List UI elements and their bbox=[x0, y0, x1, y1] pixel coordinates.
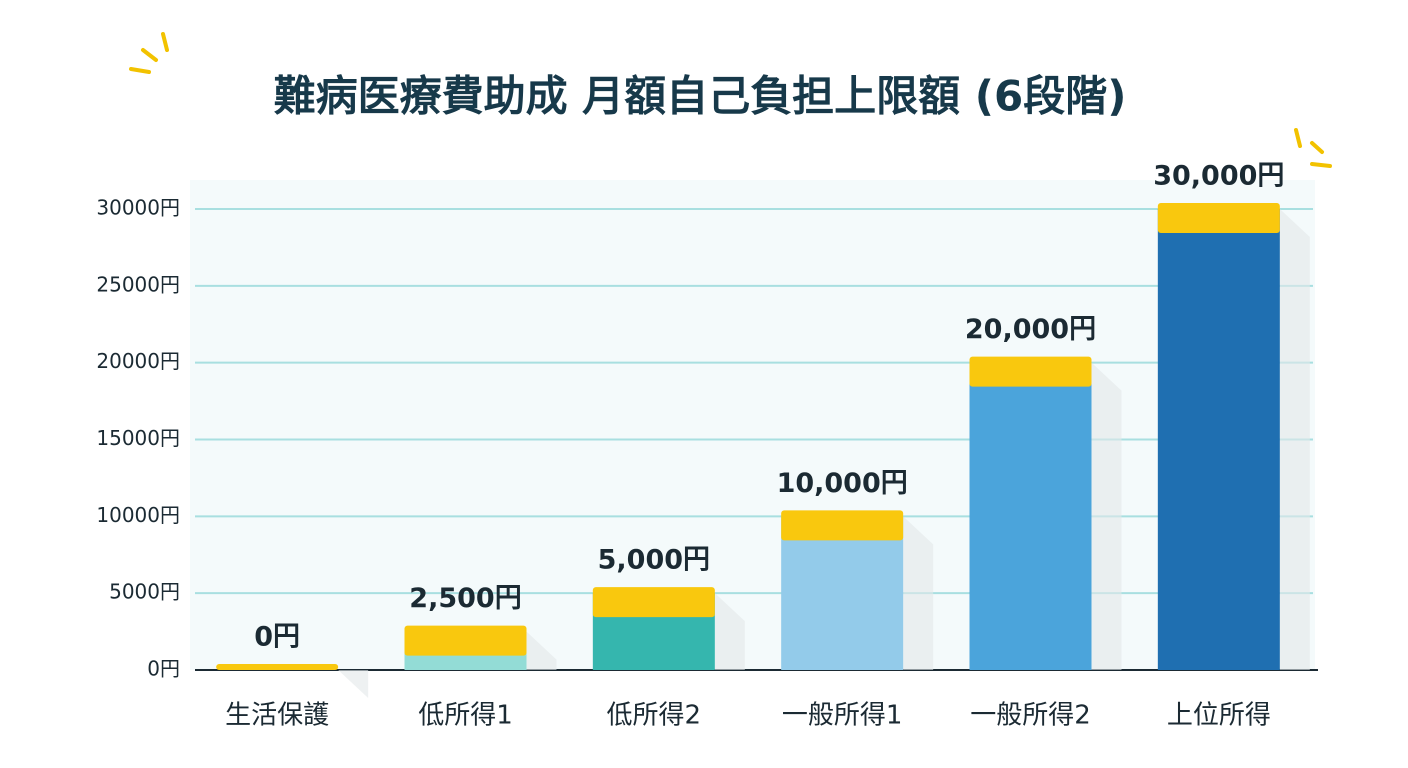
y-tick-label: 25000円 bbox=[96, 272, 180, 296]
bar-cap bbox=[216, 664, 339, 670]
y-tick-label: 0円 bbox=[147, 657, 180, 681]
x-tick-label: 一般所得1 bbox=[782, 701, 903, 731]
value-label: 0円 bbox=[254, 622, 300, 653]
bar-cap bbox=[781, 510, 904, 541]
bar-shadow bbox=[338, 670, 369, 698]
chart-title: 難病医療費助成 月額自己負担上限額 (6段階) bbox=[274, 72, 1127, 121]
bar-cap bbox=[404, 625, 527, 656]
value-label: 20,000円 bbox=[965, 314, 1096, 345]
bar-cap bbox=[1157, 203, 1280, 233]
bar-cap bbox=[969, 356, 1092, 387]
plot-area bbox=[190, 180, 1315, 670]
x-tick-label: 低所得1 bbox=[418, 701, 513, 731]
bar-cap bbox=[592, 587, 715, 618]
x-tick-label: 一般所得2 bbox=[970, 701, 1091, 731]
value-label: 2,500円 bbox=[409, 583, 521, 614]
bar-shadow bbox=[903, 516, 934, 670]
bar bbox=[969, 362, 1092, 670]
y-tick-label: 30000円 bbox=[96, 196, 180, 220]
bar bbox=[781, 516, 904, 670]
x-tick-label: 上位所得 bbox=[1167, 701, 1271, 731]
sparkle bbox=[129, 32, 1332, 168]
bar-shadow bbox=[1279, 209, 1310, 670]
bar-shadow bbox=[526, 631, 557, 670]
bar bbox=[1157, 209, 1280, 670]
bar-shadow bbox=[714, 593, 745, 670]
y-tick-label: 10000円 bbox=[96, 503, 180, 527]
bar-shadow bbox=[1091, 362, 1122, 670]
y-tick-label: 15000円 bbox=[96, 426, 180, 450]
x-tick-label: 低所得2 bbox=[607, 701, 702, 731]
y-tick-label: 5000円 bbox=[109, 580, 180, 604]
value-label: 10,000円 bbox=[777, 468, 908, 499]
y-tick-label: 20000円 bbox=[96, 349, 180, 373]
x-tick-label: 生活保護 bbox=[225, 701, 329, 731]
value-label: 5,000円 bbox=[598, 545, 710, 576]
value-label: 30,000円 bbox=[1153, 161, 1284, 192]
